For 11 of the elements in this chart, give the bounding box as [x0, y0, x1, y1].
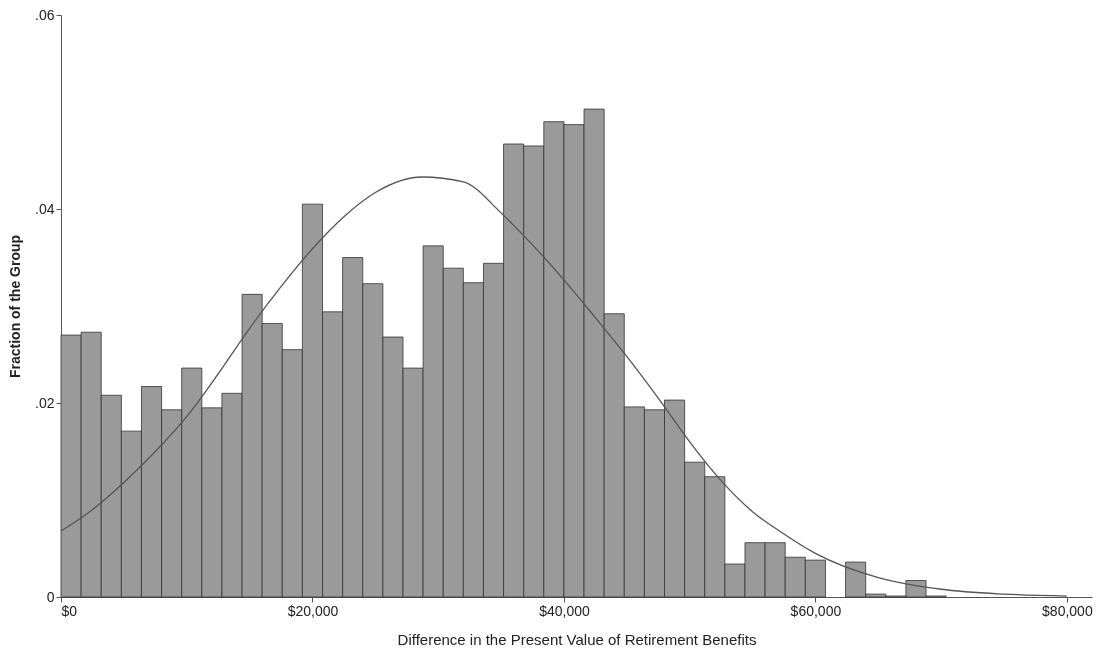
y-tick-label: .06: [35, 6, 55, 23]
y-tick-label: .02: [35, 394, 55, 411]
y-tick-label: .04: [35, 200, 55, 217]
y-tick-label: 0: [46, 588, 55, 605]
x-tick-label: $60,000: [790, 602, 842, 619]
x-axis-title: Difference in the Present Value of Retirement Benefits: [397, 630, 757, 648]
x-tick-label: $80,000: [1042, 602, 1093, 619]
x-tick-label: $20,000: [287, 602, 339, 619]
y-axis-title: Fraction of the Group: [7, 234, 24, 379]
x-tick-label: $40,000: [539, 602, 590, 619]
x-tick-label: $0: [61, 602, 78, 619]
